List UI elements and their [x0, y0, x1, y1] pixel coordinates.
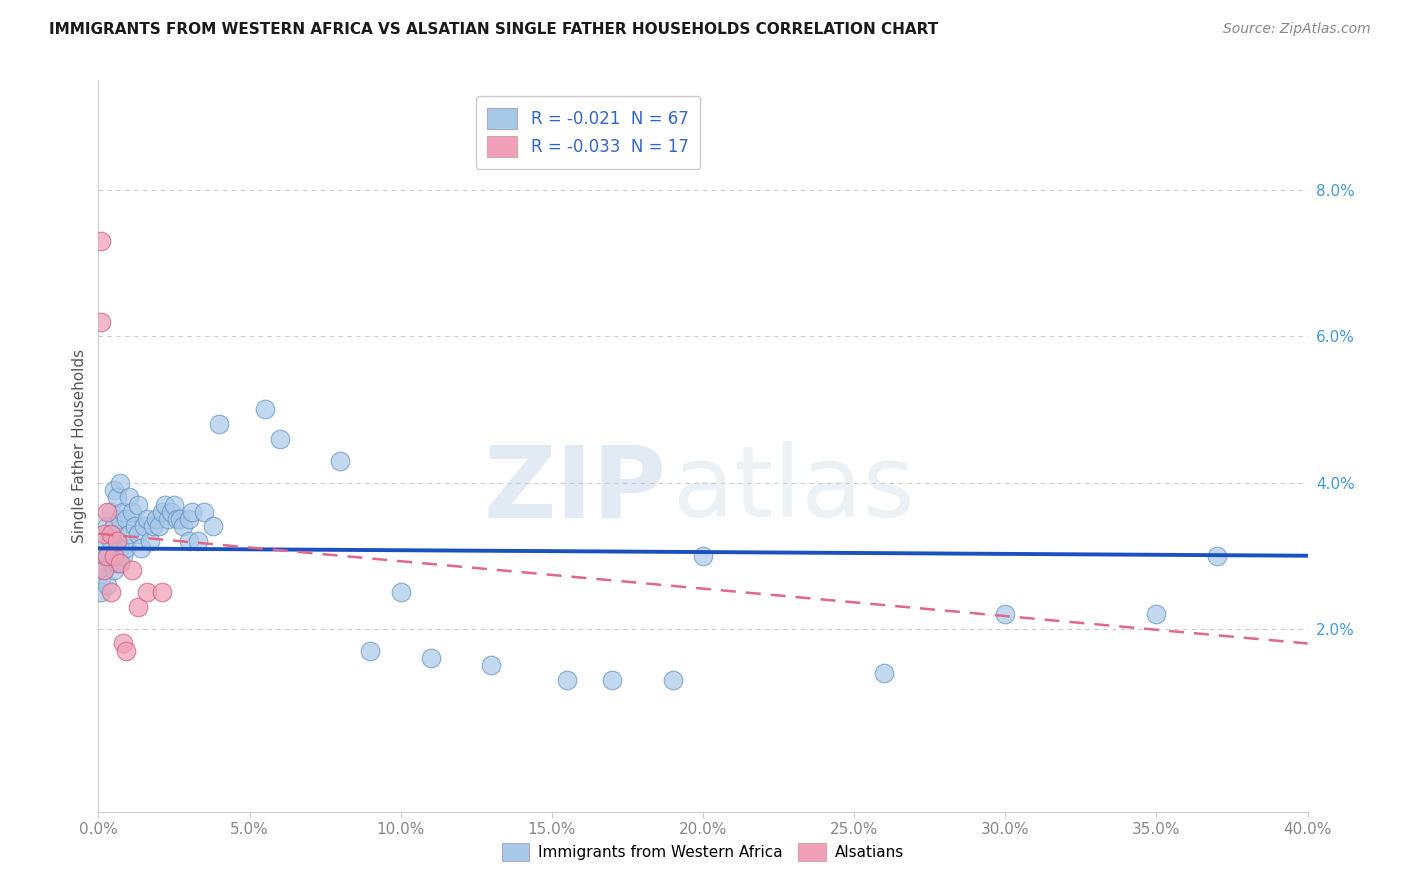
Point [96, 505, 118, 519]
Point [179, 534, 201, 549]
Point [139, 534, 162, 549]
Point [160, 505, 183, 519]
Point [166, 512, 188, 526]
Point [118, 490, 141, 504]
Point [103, 563, 125, 577]
Point [118, 526, 141, 541]
Point [994, 607, 1017, 622]
Point [153, 498, 176, 512]
Point [105, 534, 128, 549]
Y-axis label: Single Father Households: Single Father Households [72, 349, 87, 543]
Point [661, 673, 683, 687]
Point [150, 585, 173, 599]
Point [111, 505, 134, 519]
Point [111, 549, 134, 563]
Legend: R = -0.021  N = 67, R = -0.033  N = 17: R = -0.021 N = 67, R = -0.033 N = 17 [475, 96, 700, 169]
Point [148, 519, 170, 533]
Point [187, 534, 209, 549]
Point [142, 519, 165, 533]
Point [135, 512, 157, 526]
Text: Source: ZipAtlas.com: Source: ZipAtlas.com [1223, 22, 1371, 37]
Point [105, 490, 128, 504]
Text: atlas: atlas [672, 442, 914, 539]
Point [103, 549, 125, 563]
Point [132, 519, 155, 533]
Point [329, 453, 352, 467]
Point [135, 585, 157, 599]
Point [172, 519, 194, 533]
Point [193, 505, 215, 519]
Point [96, 578, 118, 592]
Text: IMMIGRANTS FROM WESTERN AFRICA VS ALSATIAN SINGLE FATHER HOUSEHOLDS CORRELATION : IMMIGRANTS FROM WESTERN AFRICA VS ALSATI… [49, 22, 938, 37]
Point [105, 526, 128, 541]
Point [96, 549, 118, 563]
Point [602, 673, 624, 687]
Point [127, 526, 149, 541]
Point [156, 512, 179, 526]
Legend: Immigrants from Western Africa, Alsatians: Immigrants from Western Africa, Alsatian… [494, 836, 912, 868]
Point [145, 512, 167, 526]
Point [90, 315, 112, 329]
Point [269, 432, 291, 446]
Point [360, 644, 382, 658]
Point [93, 563, 115, 577]
Point [108, 541, 131, 556]
Point [420, 651, 443, 665]
Point [93, 563, 115, 577]
Point [114, 512, 136, 526]
Point [114, 644, 136, 658]
Point [202, 519, 225, 533]
Point [105, 556, 128, 570]
Point [90, 585, 112, 599]
Point [555, 673, 578, 687]
Point [121, 563, 143, 577]
Point [127, 498, 149, 512]
Point [481, 658, 503, 673]
Point [108, 556, 131, 570]
Text: ZIP: ZIP [484, 442, 666, 539]
Point [121, 505, 143, 519]
Point [163, 498, 186, 512]
Point [208, 417, 231, 431]
Point [103, 519, 125, 533]
Point [389, 585, 412, 599]
Point [1206, 549, 1229, 563]
Point [90, 234, 112, 248]
Point [90, 549, 112, 563]
Point [90, 571, 112, 585]
Point [169, 512, 191, 526]
Point [692, 549, 714, 563]
Point [100, 505, 122, 519]
Point [100, 556, 122, 570]
Point [100, 585, 122, 599]
Point [108, 475, 131, 490]
Point [108, 512, 131, 526]
Point [103, 483, 125, 497]
Point [179, 512, 201, 526]
Point [253, 402, 276, 417]
Point [181, 505, 204, 519]
Point [873, 665, 896, 680]
Point [93, 526, 115, 541]
Point [129, 541, 152, 556]
Point [93, 534, 115, 549]
Point [127, 599, 149, 614]
Point [96, 549, 118, 563]
Point [96, 519, 118, 533]
Point [100, 526, 122, 541]
Point [124, 519, 146, 533]
Point [114, 541, 136, 556]
Point [1144, 607, 1167, 622]
Point [111, 636, 134, 650]
Point [150, 505, 173, 519]
Point [100, 534, 122, 549]
